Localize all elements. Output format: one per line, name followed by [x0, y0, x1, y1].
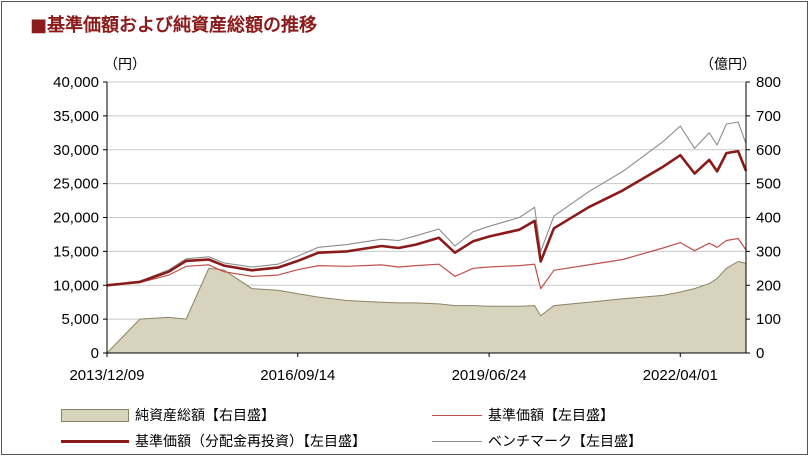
- right-tick-label: 500: [756, 176, 781, 193]
- right-tick-label: 600: [756, 142, 781, 159]
- net-assets-area-fill: [107, 261, 746, 353]
- price-lines: [106, 121, 748, 290]
- nav-reinvested-line: [106, 149, 748, 287]
- benchmark-line: [106, 121, 747, 286]
- x-tick-label: 2019/06/24: [452, 367, 527, 384]
- left-tick-label: 35,000: [53, 108, 99, 125]
- left-tick-label: 10,000: [53, 277, 99, 294]
- left-tick-label: 25,000: [53, 176, 99, 193]
- legend-item-net-assets: 純資産総額【右目盛】: [61, 405, 275, 425]
- left-tick-label: 5,000: [61, 311, 99, 328]
- legend-swatch-nav-reinvested: [61, 439, 129, 443]
- left-axis-unit: （円）: [104, 57, 146, 73]
- right-tick-label: 200: [756, 277, 781, 294]
- right-axis-unit: （億円）: [700, 57, 756, 73]
- left-tick-label: 15,000: [53, 243, 99, 260]
- left-tick-label: 20,000: [53, 210, 99, 227]
- chart-title: ■基準価額および純資産総額の推移: [30, 15, 318, 36]
- x-tick-label: 2013/12/09: [69, 367, 144, 384]
- legend-label-net-assets: 純資産総額【右目盛】: [135, 408, 275, 424]
- right-tick-label: 300: [756, 243, 781, 260]
- net-assets-area-edge: [106, 260, 747, 354]
- legend-swatch-nav: [432, 414, 482, 416]
- legend-item-nav-reinvested: 基準価額（分配金再投資）【左目盛】: [61, 431, 366, 451]
- left-tick-label: 0: [91, 345, 99, 362]
- legend-swatch-benchmark: [432, 440, 482, 442]
- right-tick-label: 800: [756, 74, 781, 91]
- right-tick-label: 400: [756, 210, 781, 227]
- right-tick-label: 100: [756, 311, 781, 328]
- x-tick-label: 2022/04/01: [643, 367, 718, 384]
- right-tick-label: 700: [756, 108, 781, 125]
- legend-label-nav: 基準価額【左目盛】: [488, 408, 614, 424]
- net-assets-area: [106, 260, 747, 354]
- x-tick-label: 2016/09/14: [260, 367, 335, 384]
- left-tick-label: 30,000: [53, 142, 99, 159]
- left-tick-label: 40,000: [53, 74, 99, 91]
- nav-line: [106, 237, 747, 290]
- legend-swatch-net-assets: [61, 408, 129, 422]
- legend-label-benchmark: ベンチマーク【左目盛】: [488, 434, 642, 450]
- axes: 40,000 35,000 30,000 25,000 20,000 15,000 10,0…: [53, 74, 781, 384]
- legend-item-nav: 基準価額【左目盛】: [432, 405, 614, 425]
- legend-item-benchmark: ベンチマーク【左目盛】: [432, 431, 642, 451]
- legend-label-nav-reinvested: 基準価額（分配金再投資）【左目盛】: [135, 434, 366, 450]
- right-tick-label: 0: [756, 345, 764, 362]
